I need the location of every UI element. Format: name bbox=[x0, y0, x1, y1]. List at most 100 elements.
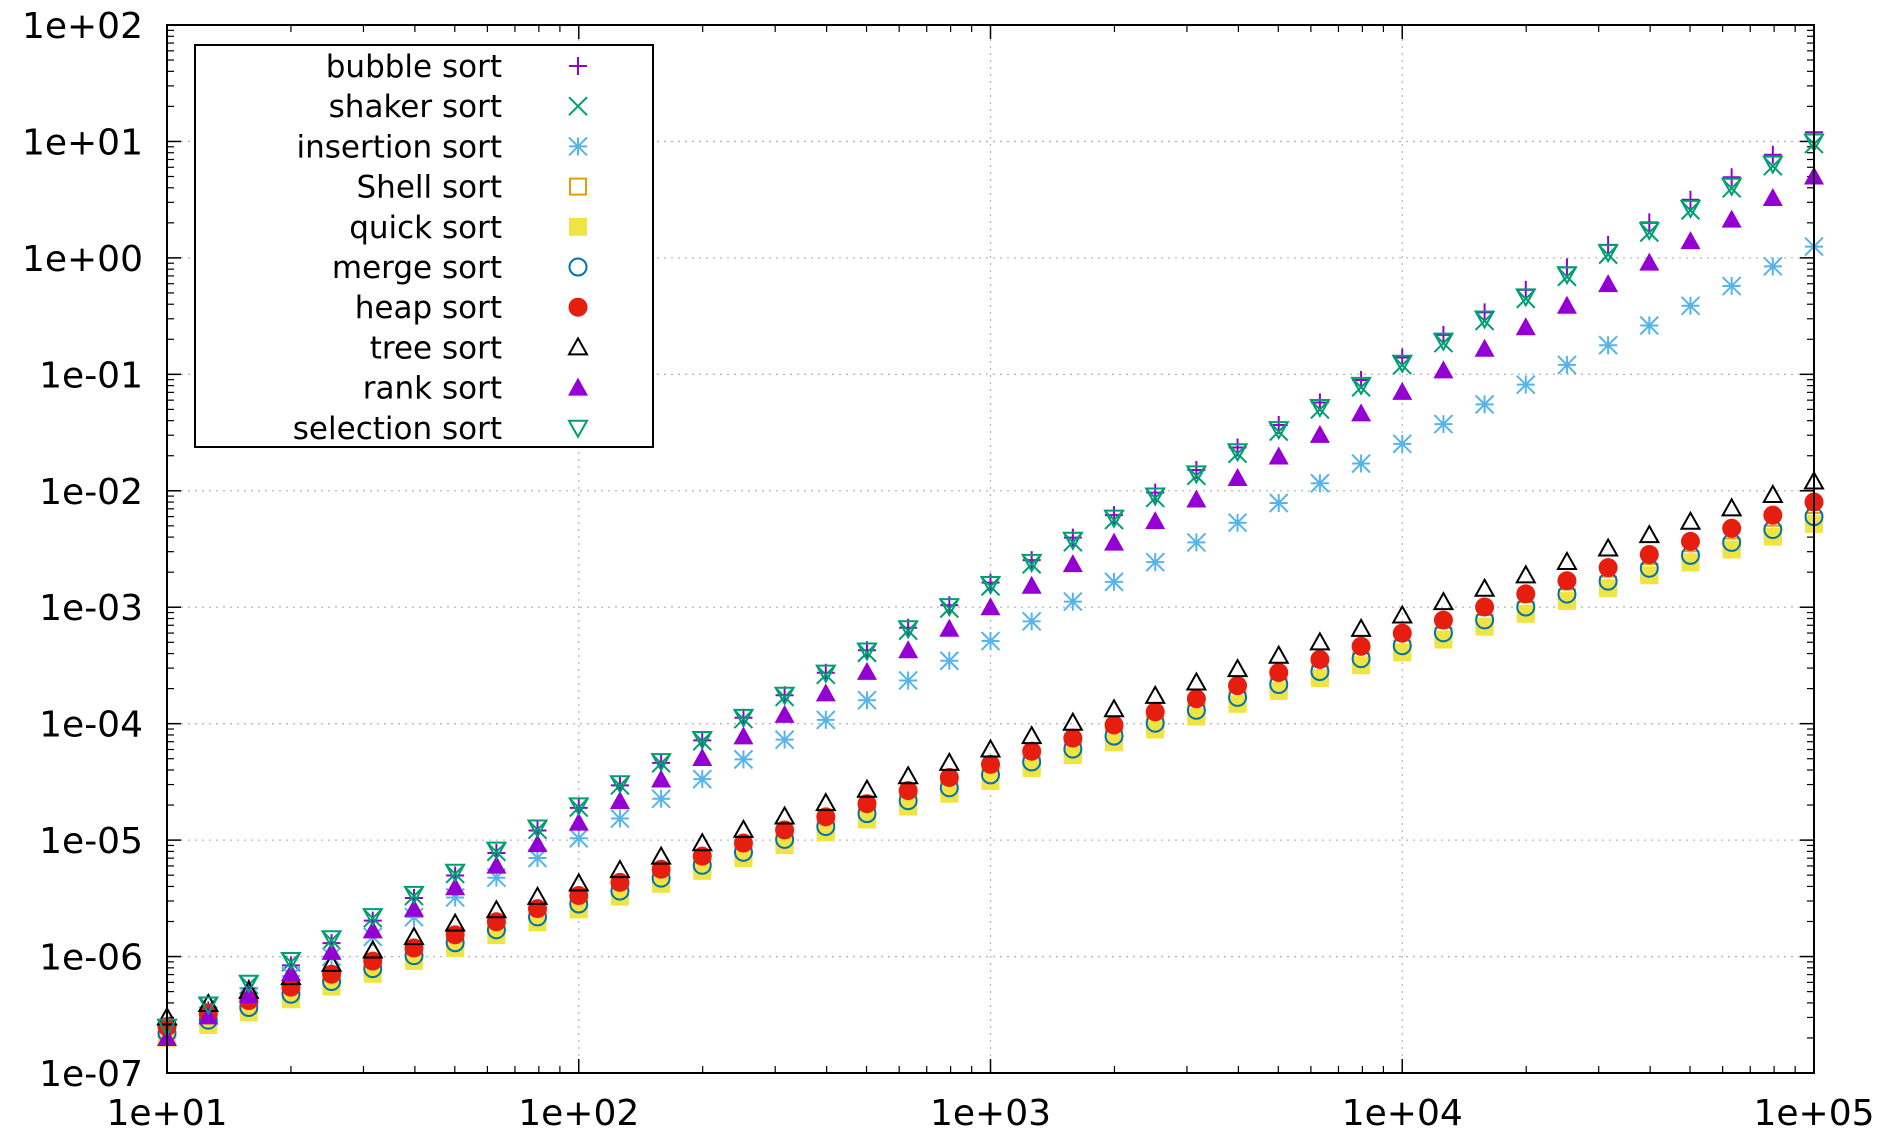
data-point bbox=[1186, 489, 1207, 508]
data-point bbox=[1434, 325, 1453, 344]
y-tick-label: 1e-05 bbox=[39, 821, 143, 862]
data-point bbox=[487, 926, 506, 945]
data-point bbox=[1269, 681, 1288, 700]
legend-marker bbox=[568, 96, 588, 116]
data-point bbox=[1762, 188, 1783, 207]
legend-item: bubble sort bbox=[326, 49, 587, 85]
data-point bbox=[1475, 597, 1495, 617]
data-point bbox=[280, 963, 301, 982]
data-point bbox=[568, 797, 590, 817]
data-point bbox=[774, 704, 795, 723]
series-selection-sort bbox=[156, 133, 1825, 1038]
y-tick-label: 1e+01 bbox=[22, 122, 143, 163]
data-point bbox=[362, 920, 383, 939]
legend-label: quick sort bbox=[349, 210, 502, 246]
data-point bbox=[815, 792, 837, 812]
data-point bbox=[1022, 759, 1041, 778]
legend-label: tree sort bbox=[370, 330, 502, 366]
data-point bbox=[980, 597, 1001, 616]
data-point bbox=[1598, 558, 1618, 578]
data-point bbox=[816, 710, 836, 730]
legend-marker bbox=[568, 136, 588, 157]
data-point bbox=[486, 855, 507, 874]
data-point bbox=[526, 885, 549, 905]
data-point bbox=[1763, 505, 1783, 525]
data-point bbox=[403, 926, 425, 946]
data-point bbox=[1062, 711, 1084, 731]
data-point bbox=[1103, 509, 1125, 529]
data-point bbox=[1020, 725, 1043, 745]
data-point bbox=[1721, 209, 1742, 228]
y-tick-label: 1e-03 bbox=[39, 588, 143, 629]
data-point bbox=[692, 846, 712, 866]
data-point bbox=[1432, 591, 1455, 611]
data-point bbox=[1679, 510, 1702, 530]
axis-ticks bbox=[166, 24, 1815, 1074]
series-tree-sort bbox=[156, 470, 1825, 1026]
x-tick-label: 1e+05 bbox=[1753, 1093, 1874, 1134]
data-point bbox=[733, 833, 753, 853]
legend-label: Shell sort bbox=[357, 170, 503, 206]
data-point bbox=[362, 908, 384, 928]
legend: bubble sort shaker sort insertion sort Shel… bbox=[194, 44, 654, 448]
data-point bbox=[1227, 468, 1248, 487]
data-point bbox=[1350, 617, 1372, 637]
data-point bbox=[1021, 575, 1042, 594]
data-point bbox=[568, 872, 590, 892]
data-point bbox=[732, 708, 755, 728]
data-point bbox=[1556, 550, 1578, 570]
data-point bbox=[1680, 531, 1700, 551]
y-tick-label: 1e-07 bbox=[39, 1054, 143, 1095]
data-point bbox=[1269, 663, 1289, 683]
data-point bbox=[1062, 554, 1083, 573]
data-point bbox=[980, 631, 1001, 651]
data-point bbox=[1269, 493, 1289, 513]
data-point bbox=[197, 996, 220, 1016]
legend-marker bbox=[567, 419, 589, 439]
data-point bbox=[1145, 702, 1165, 722]
legend-item: merge sort bbox=[332, 250, 588, 286]
data-point bbox=[650, 753, 672, 773]
data-point bbox=[1020, 553, 1043, 573]
legend-item: selection sort bbox=[293, 411, 589, 447]
data-point bbox=[609, 791, 630, 810]
data-point bbox=[651, 859, 671, 879]
data-point bbox=[445, 877, 466, 896]
data-point bbox=[281, 952, 301, 972]
data-point bbox=[281, 977, 301, 997]
data-point bbox=[1722, 168, 1741, 187]
data-point bbox=[691, 832, 713, 852]
data-point bbox=[732, 818, 755, 838]
data-point bbox=[404, 886, 424, 906]
data-point bbox=[1063, 728, 1083, 748]
data-point bbox=[1145, 511, 1166, 530]
data-point bbox=[1144, 487, 1166, 507]
data-point bbox=[568, 812, 589, 831]
data-point bbox=[1391, 604, 1413, 624]
legend-label: insertion sort bbox=[297, 129, 502, 165]
data-point bbox=[1393, 643, 1412, 662]
x-tick-label: 1e+01 bbox=[106, 1093, 227, 1134]
data-point bbox=[1639, 545, 1659, 565]
data-point bbox=[1145, 552, 1165, 572]
data-point bbox=[1763, 527, 1782, 546]
data-point bbox=[1352, 656, 1371, 675]
data-point bbox=[651, 789, 671, 809]
data-point bbox=[485, 899, 508, 919]
data-point bbox=[774, 729, 795, 750]
data-point bbox=[1351, 453, 1371, 474]
data-point bbox=[816, 665, 836, 685]
data-point bbox=[938, 598, 961, 618]
data-point bbox=[1063, 591, 1083, 612]
data-point bbox=[320, 930, 343, 950]
legend-label: shaker sort bbox=[329, 89, 502, 125]
data-point bbox=[1226, 443, 1249, 463]
data-point bbox=[1309, 631, 1331, 651]
legend-label: merge sort bbox=[332, 250, 502, 286]
data-point bbox=[238, 974, 260, 994]
data-point bbox=[404, 907, 424, 927]
data-point bbox=[898, 640, 919, 659]
data-point bbox=[446, 939, 465, 958]
data-point bbox=[1104, 532, 1125, 551]
legend-marker bbox=[567, 336, 589, 356]
